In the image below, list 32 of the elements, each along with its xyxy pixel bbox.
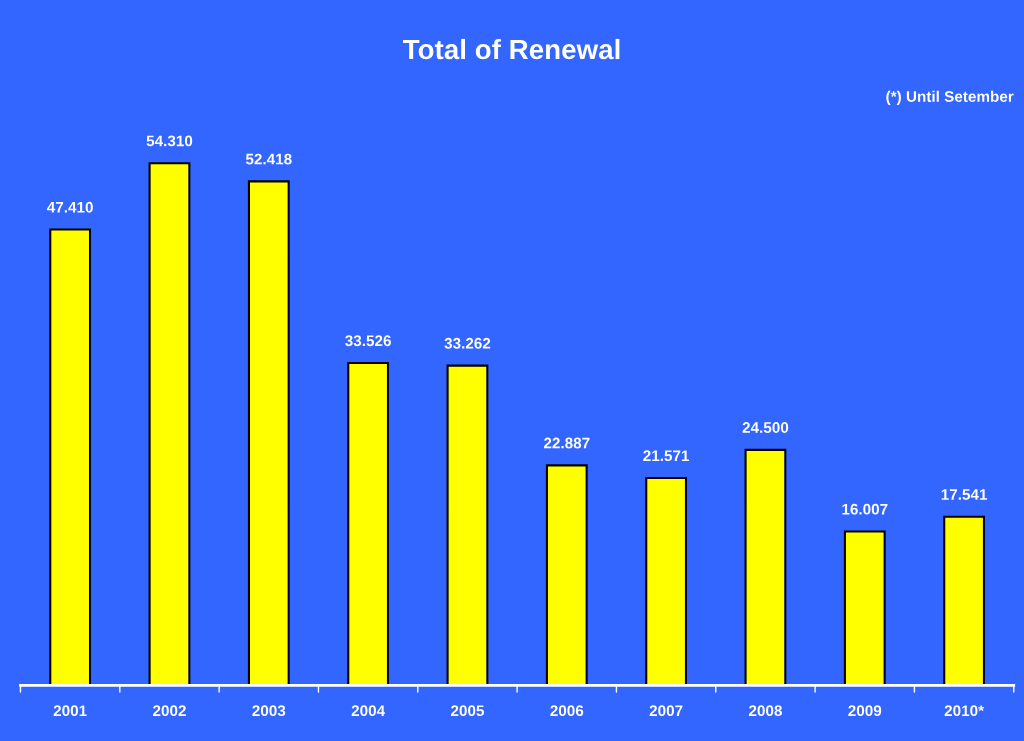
x-tick-label: 2004 bbox=[351, 705, 386, 717]
bar bbox=[943, 515, 985, 686]
x-tick-label: 2001 bbox=[53, 705, 87, 717]
bar bbox=[744, 448, 787, 686]
text: (*) Until Setember bbox=[886, 90, 1014, 105]
data-label: 16.007 bbox=[842, 503, 888, 515]
data-label: 22.887 bbox=[543, 437, 590, 449]
bar bbox=[49, 228, 92, 686]
bar bbox=[247, 180, 290, 686]
x-tick-label: 2010* bbox=[944, 705, 985, 717]
bar bbox=[645, 476, 688, 686]
x-tick-label: 2002 bbox=[153, 705, 186, 717]
data-label: 21.571 bbox=[643, 450, 690, 462]
data-label: 33.526 bbox=[345, 335, 391, 347]
data-label: 33.262 bbox=[444, 337, 491, 349]
chart-title: Total of Renewal bbox=[402, 38, 620, 60]
bar bbox=[347, 362, 390, 686]
data-label: 54.310 bbox=[146, 135, 193, 147]
bar bbox=[446, 364, 489, 686]
x-tick-label: 2007 bbox=[649, 705, 683, 717]
bar bbox=[843, 530, 886, 686]
data-label: 52.418 bbox=[245, 153, 292, 165]
x-tick-label: 2008 bbox=[748, 705, 782, 717]
x-tick-label: 2009 bbox=[848, 705, 882, 717]
x-tick-label: 2003 bbox=[252, 705, 286, 717]
data-label: 24.500 bbox=[742, 422, 789, 433]
data-label: 17.541 bbox=[941, 489, 988, 500]
x-tick-label: 2006 bbox=[550, 705, 584, 717]
bar bbox=[148, 162, 191, 686]
data-label: 47.410 bbox=[47, 201, 93, 213]
x-tick-label: 2005 bbox=[450, 705, 485, 717]
bar bbox=[545, 464, 588, 686]
